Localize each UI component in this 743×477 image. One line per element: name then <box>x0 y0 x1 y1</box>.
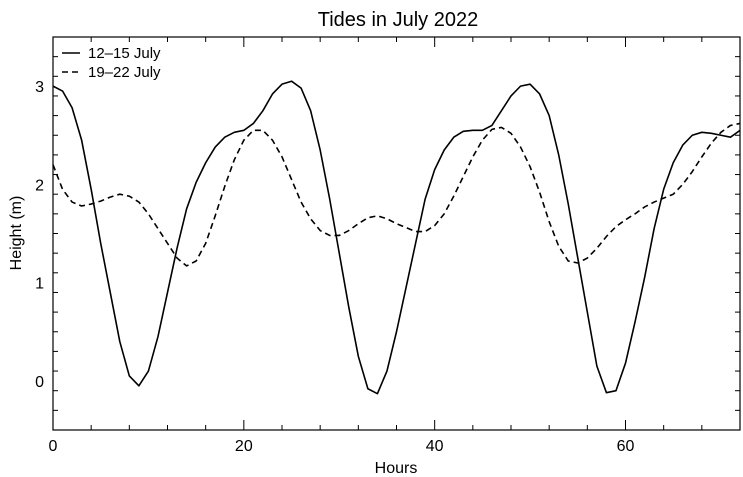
y-tick-label: 2 <box>35 177 44 194</box>
x-tick-label: 0 <box>49 438 58 455</box>
tick-labels: 0 20 40 60 0 1 2 3 <box>35 79 634 455</box>
x-tick-label: 20 <box>235 438 253 455</box>
x-tick-label: 40 <box>426 438 444 455</box>
y-axis-label: Height (m) <box>8 196 25 271</box>
y-tick-label: 1 <box>35 276 44 293</box>
legend-label-series-2: 19–22 July <box>88 64 161 81</box>
chart-title: Tides in July 2022 <box>318 9 478 31</box>
legend: 12–15 July 19–22 July <box>62 45 161 81</box>
y-tick-label: 3 <box>35 79 44 96</box>
plot-series <box>52 80 741 395</box>
series-line-1 <box>52 80 741 395</box>
x-axis-label: Hours <box>375 460 418 477</box>
y-tick-label: 0 <box>35 374 44 391</box>
legend-label-series-1: 12–15 July <box>88 45 161 62</box>
x-tick-label: 60 <box>617 438 635 455</box>
plot-frame <box>52 36 741 431</box>
axis-ticks <box>52 36 741 431</box>
series-line-2 <box>52 122 741 267</box>
